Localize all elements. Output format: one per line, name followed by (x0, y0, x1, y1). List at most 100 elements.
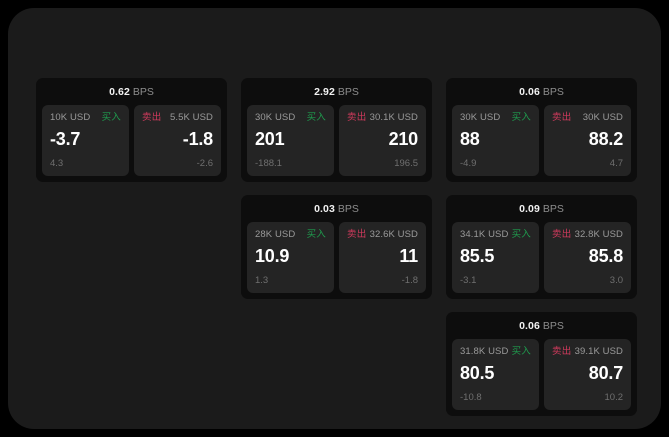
buy-price: -3.7 (50, 129, 81, 149)
sell-tag: 卖出 (347, 112, 367, 123)
buy-price: 201 (255, 129, 285, 149)
sell-tag: 卖出 (552, 346, 572, 357)
sell-delta: -1.8 (401, 275, 418, 286)
quote-card[interactable]: 2.92 BPS 30K USD 买入 201 -188.1 卖出 (241, 78, 432, 182)
buy-panel[interactable]: 30K USD 买入 201 -188.1 (247, 105, 334, 176)
quote-column-2: 2.92 BPS 30K USD 买入 201 -188.1 卖出 (241, 78, 432, 299)
quote-card[interactable]: 0.06 BPS 30K USD 买入 88 -4.9 卖出 (446, 78, 637, 182)
sell-price: 80.7 (588, 363, 623, 383)
card-sides: 31.8K USD 买入 80.5 -10.8 卖出 39.1K USD 80.… (452, 339, 631, 410)
buy-panel-header: 31.8K USD 买入 (460, 346, 531, 358)
sell-panel[interactable]: 卖出 30.1K USD 210 196.5 (339, 105, 426, 176)
quote-column-1: 0.62 BPS 10K USD 买入 -3.7 4.3 卖出 (36, 78, 227, 182)
card-header: 2.92 BPS (247, 85, 426, 105)
card-header: 0.09 BPS (452, 202, 631, 222)
buy-panel[interactable]: 28K USD 买入 10.9 1.3 (247, 222, 334, 293)
quote-column-3: 0.06 BPS 30K USD 买入 88 -4.9 卖出 (446, 78, 637, 416)
sell-tag: 卖出 (142, 112, 162, 123)
bps-value: 0.06 (519, 86, 540, 98)
buy-delta: -4.9 (460, 158, 477, 169)
buy-notional: 31.8K USD (460, 346, 509, 357)
sell-notional: 32.8K USD (574, 229, 623, 240)
bps-value: 0.09 (519, 203, 540, 215)
buy-panel-header: 30K USD 买入 (460, 112, 531, 124)
sell-delta: 4.7 (609, 158, 623, 169)
sell-tag: 卖出 (552, 112, 572, 123)
sell-panel[interactable]: 卖出 30K USD 88.2 4.7 (544, 105, 631, 176)
sell-notional: 39.1K USD (574, 346, 623, 357)
quote-card[interactable]: 0.06 BPS 31.8K USD 买入 80.5 -10.8 卖出 (446, 312, 637, 416)
buy-tag: 买入 (306, 229, 326, 240)
buy-price: 88 (460, 129, 480, 149)
card-sides: 10K USD 买入 -3.7 4.3 卖出 5.5K USD -1.8 -2.… (42, 105, 221, 176)
card-header: 0.03 BPS (247, 202, 426, 222)
sell-panel-header: 卖出 30K USD (552, 112, 623, 124)
sell-notional: 32.6K USD (369, 229, 418, 240)
sell-delta: 196.5 (394, 158, 418, 169)
sell-price: 88.2 (588, 129, 623, 149)
sell-panel[interactable]: 卖出 5.5K USD -1.8 -2.6 (134, 105, 221, 176)
sell-panel-header: 卖出 5.5K USD (142, 112, 213, 124)
sell-panel-header: 卖出 39.1K USD (552, 346, 623, 358)
buy-notional: 30K USD (255, 112, 296, 123)
quote-board: 0.62 BPS 10K USD 买入 -3.7 4.3 卖出 (36, 78, 637, 416)
bps-unit: BPS (132, 86, 154, 98)
buy-panel-header: 30K USD 买入 (255, 112, 326, 124)
buy-delta: -188.1 (255, 158, 282, 169)
sell-panel[interactable]: 卖出 32.8K USD 85.8 3.0 (544, 222, 631, 293)
sell-price: 11 (399, 246, 418, 266)
bps-value: 0.03 (314, 203, 335, 215)
buy-panel-header: 28K USD 买入 (255, 229, 326, 241)
buy-notional: 34.1K USD (460, 229, 509, 240)
buy-tag: 买入 (511, 346, 531, 357)
sell-panel-header: 卖出 32.8K USD (552, 229, 623, 241)
sell-price: 210 (388, 129, 419, 149)
buy-panel[interactable]: 34.1K USD 买入 85.5 -3.1 (452, 222, 539, 293)
bps-value: 2.92 (314, 86, 335, 98)
quote-card[interactable]: 0.03 BPS 28K USD 买入 10.9 1.3 卖出 (241, 195, 432, 299)
buy-notional: 28K USD (255, 229, 296, 240)
buy-panel-header: 10K USD 买入 (50, 112, 121, 124)
sell-tag: 卖出 (347, 229, 367, 240)
quote-card[interactable]: 0.09 BPS 34.1K USD 买入 85.5 -3.1 卖出 (446, 195, 637, 299)
buy-notional: 10K USD (50, 112, 91, 123)
buy-price: 85.5 (460, 246, 495, 266)
sell-price: 85.8 (588, 246, 623, 266)
buy-delta: 1.3 (255, 275, 269, 286)
buy-delta: 4.3 (50, 158, 64, 169)
bps-unit: BPS (337, 203, 359, 215)
card-header: 0.06 BPS (452, 85, 631, 105)
buy-delta: -3.1 (460, 275, 477, 286)
bps-value: 0.06 (519, 320, 540, 332)
buy-tag: 买入 (511, 112, 531, 123)
bps-unit: BPS (542, 203, 564, 215)
card-sides: 28K USD 买入 10.9 1.3 卖出 32.6K USD 11 -1.8 (247, 222, 426, 293)
buy-tag: 买入 (306, 112, 326, 123)
bps-value: 0.62 (109, 86, 130, 98)
buy-notional: 30K USD (460, 112, 501, 123)
bps-unit: BPS (337, 86, 359, 98)
card-header: 0.06 BPS (452, 319, 631, 339)
card-sides: 34.1K USD 买入 85.5 -3.1 卖出 32.8K USD 85.8… (452, 222, 631, 293)
sell-notional: 30K USD (582, 112, 623, 123)
card-sides: 30K USD 买入 201 -188.1 卖出 30.1K USD 210 1… (247, 105, 426, 176)
sell-panel[interactable]: 卖出 39.1K USD 80.7 10.2 (544, 339, 631, 410)
buy-panel[interactable]: 30K USD 买入 88 -4.9 (452, 105, 539, 176)
buy-panel[interactable]: 10K USD 买入 -3.7 4.3 (42, 105, 129, 176)
buy-price: 80.5 (460, 363, 495, 383)
sell-price: -1.8 (182, 129, 213, 149)
buy-panel[interactable]: 31.8K USD 买入 80.5 -10.8 (452, 339, 539, 410)
sell-notional: 30.1K USD (369, 112, 418, 123)
card-header: 0.62 BPS (42, 85, 221, 105)
quote-card[interactable]: 0.62 BPS 10K USD 买入 -3.7 4.3 卖出 (36, 78, 227, 182)
buy-tag: 买入 (101, 112, 121, 123)
buy-panel-header: 34.1K USD 买入 (460, 229, 531, 241)
sell-tag: 卖出 (552, 229, 572, 240)
sell-panel[interactable]: 卖出 32.6K USD 11 -1.8 (339, 222, 426, 293)
card-sides: 30K USD 买入 88 -4.9 卖出 30K USD 88.2 4.7 (452, 105, 631, 176)
buy-price: 10.9 (255, 246, 290, 266)
bps-unit: BPS (542, 86, 564, 98)
buy-tag: 买入 (511, 229, 531, 240)
buy-delta: -10.8 (460, 392, 482, 403)
sell-panel-header: 卖出 32.6K USD (347, 229, 418, 241)
